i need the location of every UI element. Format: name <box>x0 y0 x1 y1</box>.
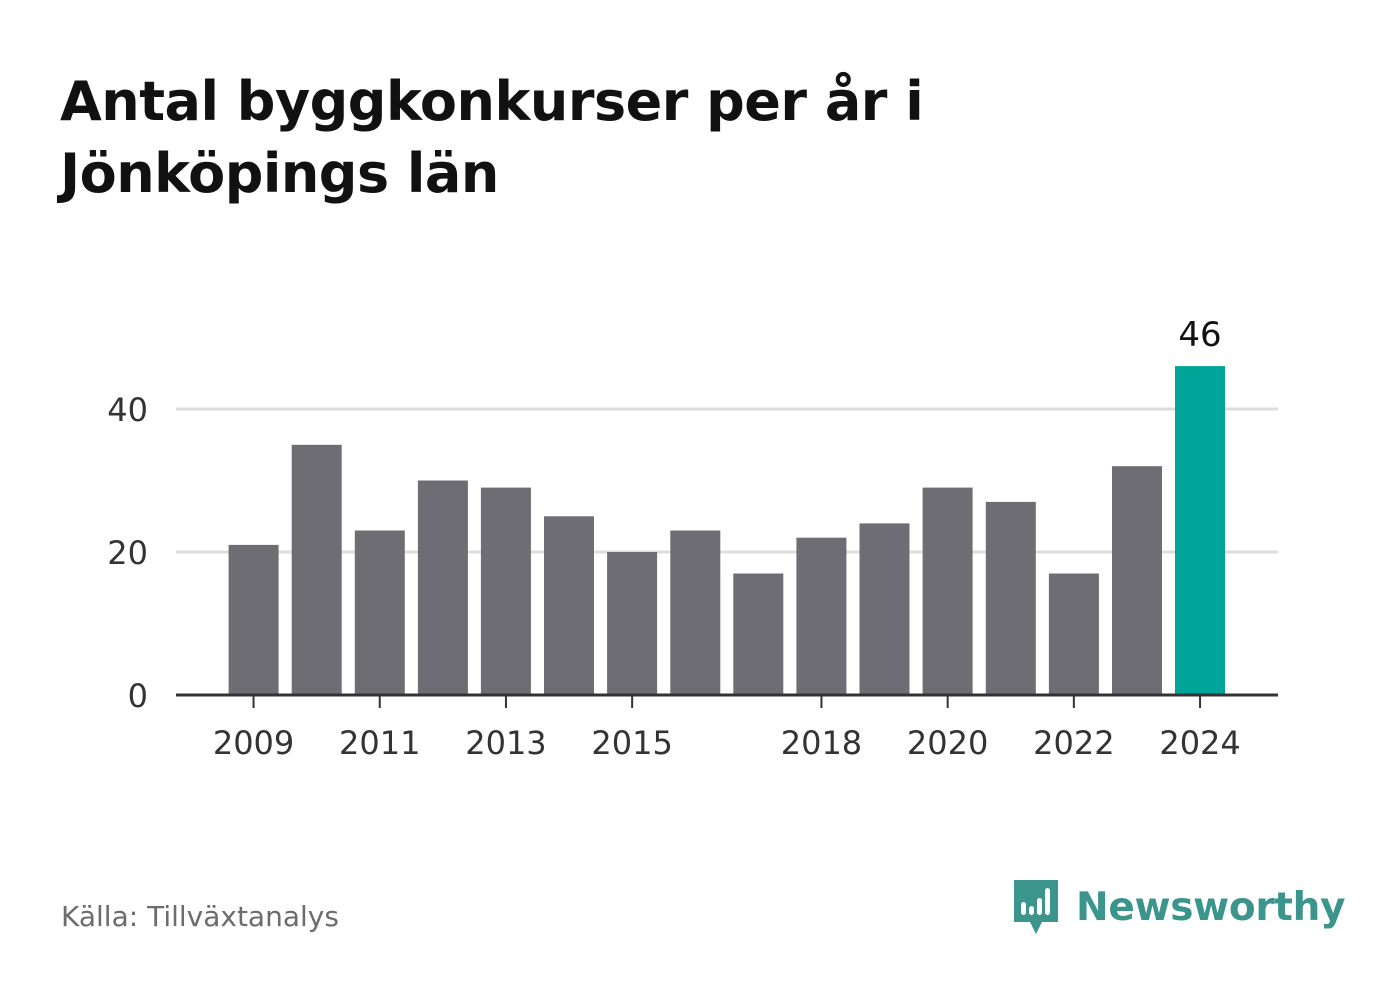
bar-2011 <box>354 530 405 695</box>
chart-title: Antal byggkonkurser per år i Jönköpings … <box>60 70 924 205</box>
bar-2022 <box>1048 573 1099 696</box>
tick-labels: 0 20 40 2009 2011 2013 2015 2018 2020 2022 46 2024 <box>107 315 1240 762</box>
x-tick-label: 2020 <box>907 724 988 762</box>
x-tick-label: 2009 <box>213 724 294 762</box>
x-tick-label: 2013 <box>465 724 546 762</box>
y-tick-label: 0 <box>128 677 148 715</box>
bar-2013 <box>480 487 531 695</box>
y-tick-label: 20 <box>107 534 148 572</box>
bar-2010 <box>291 444 342 696</box>
x-tick-label: 2011 <box>339 724 420 762</box>
bar-2020 <box>922 487 973 695</box>
bar-2023 <box>1112 466 1162 695</box>
data-label: 46 <box>1178 315 1221 355</box>
x-tick-label: 2015 <box>591 724 672 762</box>
bar-2015 <box>607 552 658 695</box>
x-axis <box>176 693 1278 708</box>
bars <box>228 366 1225 696</box>
bar-2024 <box>1175 366 1225 695</box>
bar-2014 <box>544 516 594 696</box>
y-tick-label: 40 <box>107 391 148 429</box>
bar-2019 <box>859 523 910 695</box>
bar-2021 <box>985 501 1036 695</box>
bar-2016 <box>670 530 721 695</box>
bar-2018 <box>796 537 847 695</box>
x-tick-label: 2018 <box>781 724 862 762</box>
brand-name: Newsworthy <box>1076 884 1346 930</box>
x-tick-label: 2022 <box>1033 724 1114 762</box>
bar-2012 <box>417 480 468 695</box>
brand-logo: Newsworthy <box>1010 876 1346 938</box>
bar-chart-speech-bubble-icon <box>1014 880 1058 934</box>
source-note: Källa: Tillväxtanalys <box>61 900 339 933</box>
bar-2009 <box>228 544 279 696</box>
x-tick-label: 2024 <box>1159 724 1240 762</box>
bar-2017 <box>733 573 784 696</box>
